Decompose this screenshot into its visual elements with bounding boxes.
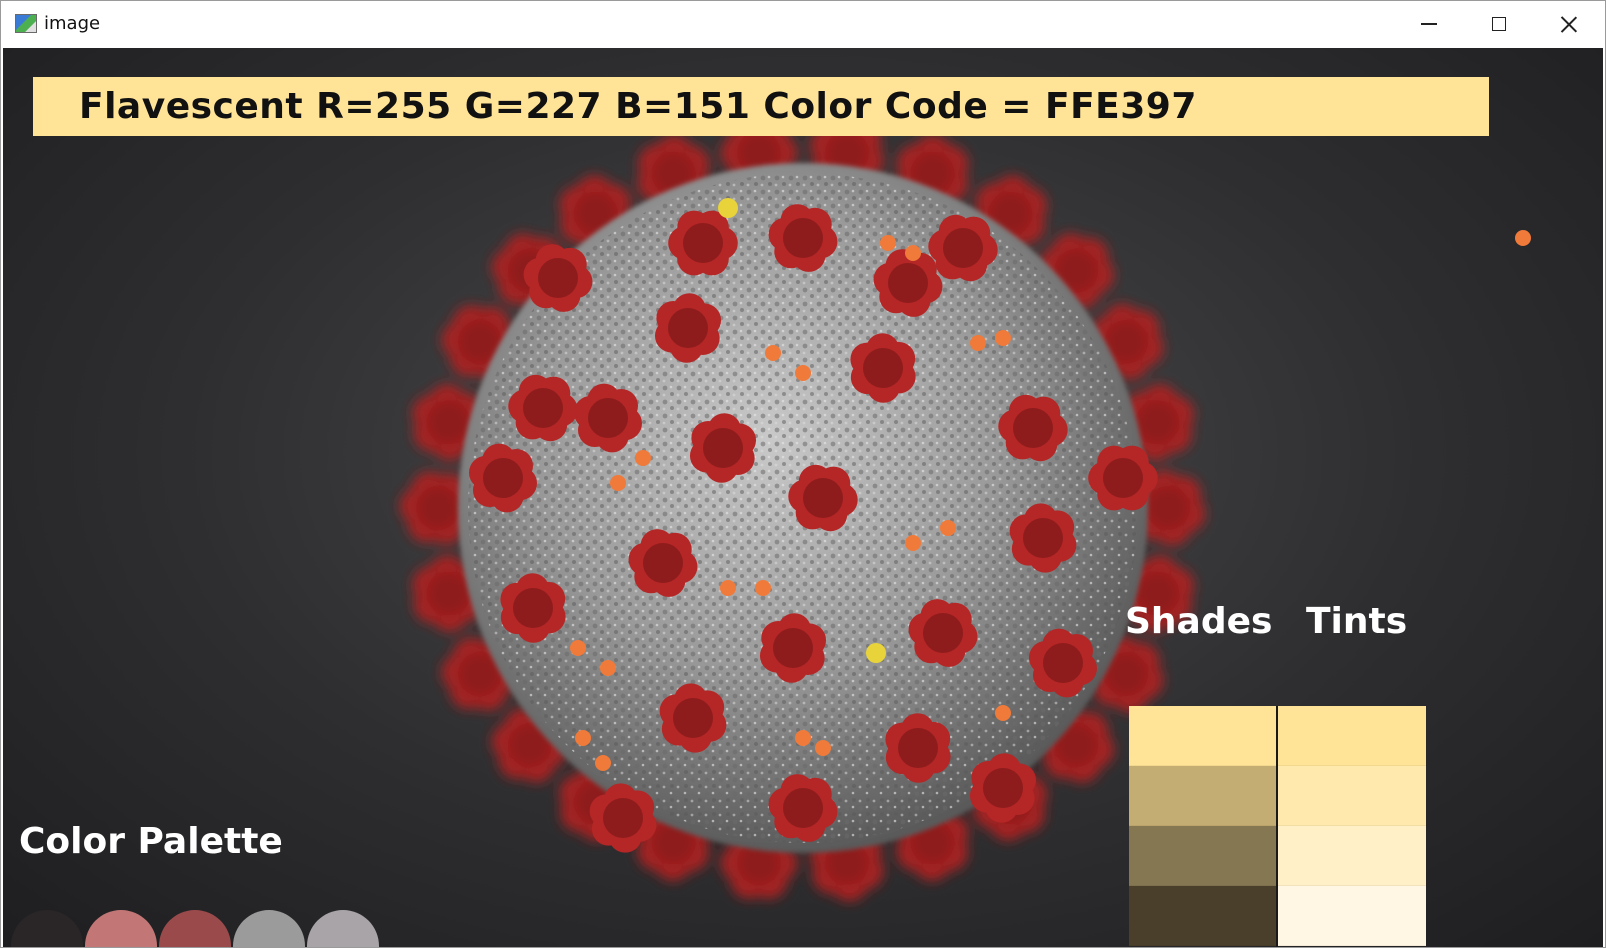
minimize-icon — [1421, 23, 1437, 25]
shade-swatch-1 — [1129, 706, 1277, 766]
close-button[interactable] — [1535, 1, 1603, 47]
close-icon — [1560, 15, 1578, 33]
minimize-button[interactable] — [1395, 1, 1463, 47]
tint-swatch-2 — [1278, 766, 1426, 826]
swatch-divider — [1276, 706, 1278, 947]
color-palette-label: Color Palette — [19, 821, 283, 862]
window-title: image — [44, 13, 101, 34]
shade-swatch-3 — [1129, 826, 1277, 886]
tints-swatches — [1278, 706, 1426, 946]
coronavirus-illustration — [399, 114, 1531, 902]
shade-swatch-4 — [1129, 886, 1277, 946]
shades-label: Shades — [1125, 601, 1273, 642]
tints-label: Tints — [1306, 601, 1408, 642]
maximize-button[interactable] — [1465, 1, 1533, 47]
color-info-bar: Flavescent R=255 G=227 B=151 Color Code … — [33, 77, 1489, 136]
shades-swatches — [1129, 706, 1277, 946]
tint-swatch-3 — [1278, 826, 1426, 886]
title-bar[interactable]: image — [1, 1, 1605, 47]
maximize-icon — [1492, 17, 1506, 31]
image-window-icon — [15, 14, 37, 33]
tint-swatch-4 — [1278, 886, 1426, 946]
tint-swatch-1 — [1278, 706, 1426, 766]
color-info-text: Flavescent R=255 G=227 B=151 Color Code … — [79, 86, 1197, 127]
shade-swatch-2 — [1129, 766, 1277, 826]
image-canvas[interactable]: Flavescent R=255 G=227 B=151 Color Code … — [3, 48, 1603, 947]
